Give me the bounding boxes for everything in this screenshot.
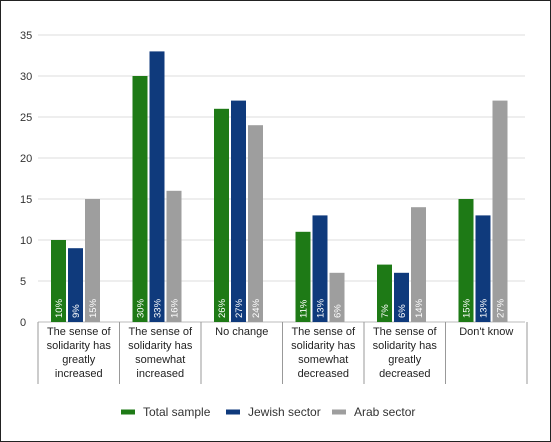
bar: [214, 108, 229, 322]
y-tick-label: 35: [20, 30, 32, 42]
bars: [51, 51, 508, 323]
category-label-line: greatly: [388, 354, 422, 366]
bar: [166, 190, 182, 322]
legend-label: Total sample: [143, 405, 211, 419]
data-label: 26%: [217, 298, 228, 318]
bar: [458, 199, 474, 322]
category-label: The sense of solidarity has greatly increas…: [47, 326, 112, 380]
data-label: 27%: [234, 298, 245, 318]
y-tick-label: 10: [20, 235, 32, 247]
bar: [85, 199, 100, 322]
y-tick-label: 30: [20, 71, 32, 83]
category-label-line: solidarity has: [47, 340, 112, 352]
category-label-line: No change: [215, 326, 268, 338]
bar: [231, 100, 246, 322]
category-labels: The sense of solidarity has greatly increas…: [47, 326, 514, 380]
category-label-line: The sense of: [47, 326, 112, 338]
y-tick-label: 15: [20, 194, 32, 206]
y-tick-label: 5: [20, 276, 26, 288]
data-label: 6%: [333, 304, 344, 318]
bar: [295, 231, 311, 322]
data-labels: 10% 30% 26% 11% 7% 15% 9% 33% 27% 13% 6% 13% 15% 16% 2…: [54, 298, 507, 318]
data-label: 27%: [496, 298, 507, 318]
bar: [248, 125, 263, 322]
bar: [68, 248, 83, 322]
y-tick-label: 25: [20, 112, 32, 124]
y-tick-label: 20: [20, 153, 32, 165]
category-label: The sense of solidarity has greatly decreas…: [373, 326, 438, 380]
category-label-line: The sense of: [128, 326, 193, 338]
data-label: 24%: [251, 298, 262, 318]
data-label: 13%: [479, 298, 490, 318]
data-label: 13%: [316, 298, 327, 318]
legend-label: Jewish sector: [248, 405, 321, 419]
bar: [312, 215, 328, 322]
category-label-line: somewhat: [298, 354, 348, 366]
y-tick-label: 0: [20, 317, 26, 329]
data-label: 16%: [170, 298, 181, 318]
category-label-line: solidarity has: [128, 340, 193, 352]
category-label-line: decreased: [298, 368, 349, 380]
bar: [149, 51, 165, 323]
category-label-line: solidarity has: [291, 340, 356, 352]
bar: [394, 272, 409, 322]
category-label-line: decreased: [379, 368, 430, 380]
y-axis-ticks: 0 5 10 15 20 25 30 35: [20, 30, 32, 329]
gridlines: [37, 34, 528, 384]
bar: [377, 264, 392, 322]
category-label-line: greatly: [62, 354, 96, 366]
data-label: 11%: [299, 299, 310, 318]
bar: [475, 215, 491, 322]
data-label: 30%: [136, 298, 147, 318]
data-label: 15%: [462, 298, 473, 318]
category-label-line: The sense of: [291, 326, 356, 338]
bar: [132, 76, 148, 322]
data-label: 33%: [153, 298, 164, 318]
legend-label: Arab sector: [354, 405, 415, 419]
category-label: Don't know: [459, 326, 513, 338]
data-label: 15%: [88, 298, 99, 318]
data-label: 10%: [54, 298, 65, 318]
bar: [492, 100, 508, 322]
data-label: 7%: [380, 304, 391, 318]
bar: [51, 240, 66, 322]
category-label: The sense of solidarity has somewhat increa…: [128, 326, 193, 380]
data-label: 14%: [414, 298, 425, 318]
category-label-line: solidarity has: [373, 340, 438, 352]
bar: [329, 272, 345, 322]
bar: [411, 207, 426, 322]
category-label-line: increased: [55, 368, 103, 380]
legend: Total sample Jewish sector Arab sector: [121, 405, 415, 419]
data-label: 6%: [397, 304, 408, 318]
category-label-line: Don't know: [459, 326, 513, 338]
category-label: The sense of solidarity has somewhat decrea…: [291, 326, 356, 380]
category-label-line: somewhat: [135, 354, 185, 366]
data-label: 9%: [71, 304, 82, 318]
category-label: No change: [215, 326, 268, 338]
category-label-line: increased: [136, 368, 184, 380]
category-label-line: The sense of: [373, 326, 438, 338]
